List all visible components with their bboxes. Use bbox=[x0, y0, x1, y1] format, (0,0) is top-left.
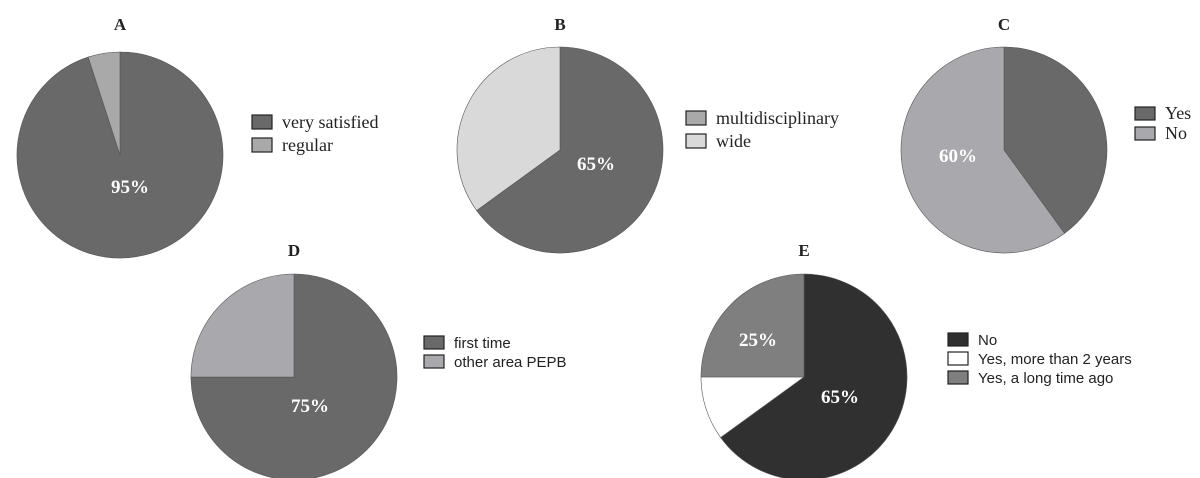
pie-chart-e: E 65% 25% No Yes, more than 2 years Yes, a lo… bbox=[700, 241, 1132, 478]
slice-percent-label: 75% bbox=[291, 396, 329, 417]
legend-swatch-no bbox=[1134, 126, 1156, 141]
legend-swatch-yes-a-long-time-ago bbox=[947, 370, 969, 385]
slice-percent-label: 25% bbox=[739, 330, 777, 351]
pie-slice-regular bbox=[87, 51, 121, 156]
legend-swatch-very-satisfied bbox=[251, 114, 273, 130]
legend-label-other-area-pepb: other area PEPB bbox=[454, 354, 567, 371]
pie-slice-yes bbox=[1003, 46, 1108, 234]
pie-slice-multidisciplinary bbox=[476, 46, 664, 254]
legend-label-multidisciplinary: multidisciplinary bbox=[716, 108, 839, 128]
pie-slice-other-area-pepb bbox=[190, 273, 295, 378]
legend-label-regular: regular bbox=[282, 135, 333, 155]
legend-swatch-wide bbox=[685, 133, 707, 149]
slice-percent-label: 60% bbox=[939, 146, 977, 167]
legend-label-wide: wide bbox=[716, 131, 751, 151]
legend-label-first-time: first time bbox=[454, 335, 511, 352]
slice-percent-label: 65% bbox=[821, 387, 859, 408]
legend-swatch-multidisciplinary bbox=[685, 110, 707, 126]
slice-percent-label: 65% bbox=[577, 154, 615, 175]
legend-label-yes-more-than-2-years: Yes, more than 2 years bbox=[978, 351, 1132, 368]
legend-label-yes: Yes bbox=[1165, 103, 1191, 123]
legend-label-yes-a-long-time-ago: Yes, a long time ago bbox=[978, 370, 1113, 387]
pie-slice-wide bbox=[456, 46, 561, 211]
chart-title: C bbox=[998, 15, 1010, 34]
legend-swatch-first-time bbox=[423, 335, 445, 350]
legend-swatch-no bbox=[947, 332, 969, 347]
chart-title: D bbox=[288, 241, 300, 260]
legend-label-no: No bbox=[1165, 123, 1187, 143]
pie-slice-no bbox=[900, 46, 1065, 254]
legend-swatch-other-area-pepb bbox=[423, 354, 445, 369]
pie-chart-b: B 65% multidisciplinary wide bbox=[456, 15, 839, 254]
chart-title: A bbox=[114, 15, 127, 34]
pie-slice-first-time bbox=[190, 273, 398, 478]
chart-title: E bbox=[798, 241, 809, 260]
pie-slice-no bbox=[720, 273, 908, 478]
legend-label-very-satisfied: very satisfied bbox=[282, 112, 378, 132]
pie-chart-a: A 95% very satisfied regular bbox=[16, 15, 378, 259]
legend-swatch-yes bbox=[1134, 106, 1156, 121]
legend-label-no: No bbox=[978, 332, 997, 349]
chart-title: B bbox=[554, 15, 565, 34]
slice-percent-label: 95% bbox=[111, 177, 149, 198]
pie-slice-yes-a-long-time-ago bbox=[700, 273, 805, 378]
legend-swatch-regular bbox=[251, 137, 273, 153]
legend-swatch-yes-more-than-2-years bbox=[947, 351, 969, 366]
pie-chart-d: D 75% first time other area PEPB bbox=[190, 241, 567, 478]
